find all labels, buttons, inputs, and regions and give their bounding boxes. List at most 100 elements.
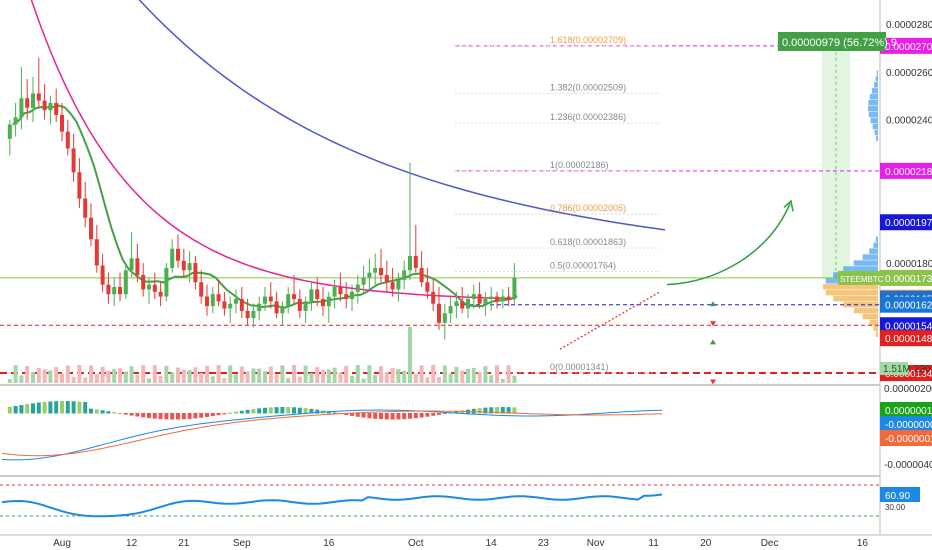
volume-bar xyxy=(36,367,41,383)
volume-profile-bar xyxy=(875,236,878,242)
volume-bar xyxy=(355,365,360,383)
candle-body xyxy=(112,287,117,295)
candle-body xyxy=(83,198,88,218)
macd-histogram-bar xyxy=(402,413,407,420)
macd-histogram-bar xyxy=(390,413,395,420)
volume-bar xyxy=(83,377,88,383)
macd-histogram-bar xyxy=(286,407,291,414)
macd-histogram-bar xyxy=(13,406,18,414)
ma-magenta-line xyxy=(30,0,515,300)
time-tick-label: 20 xyxy=(700,538,712,549)
macd-histogram-bar xyxy=(303,408,308,414)
macd-histogram-bar xyxy=(384,413,389,420)
price-tag-bg xyxy=(880,296,932,313)
volume-profile-bar xyxy=(853,260,878,266)
volume-bar xyxy=(460,370,465,383)
volume-bar xyxy=(222,378,227,383)
candle-body xyxy=(106,284,111,295)
volume-bar xyxy=(315,367,320,383)
price-tag: 0.00001486 xyxy=(885,334,932,345)
candle-body xyxy=(442,313,447,323)
candle-body xyxy=(123,270,128,295)
macd-histogram-bar xyxy=(425,413,430,417)
candle-body xyxy=(408,255,412,271)
fib-label: 1.618(0.00002709) xyxy=(550,35,626,45)
volume-bar xyxy=(274,374,279,383)
candle-body xyxy=(31,93,35,108)
macd-histogram-bar xyxy=(158,413,163,420)
candle-body xyxy=(321,298,325,307)
volume-bar xyxy=(147,378,151,383)
candle-body xyxy=(158,291,163,297)
price-tag-bg xyxy=(880,330,932,347)
volume-profile-bar xyxy=(833,295,878,302)
candle-body xyxy=(199,282,204,297)
volume-profile-bar xyxy=(825,290,878,296)
price-tag: 0.00001971 xyxy=(885,218,932,229)
volume-bar xyxy=(280,365,285,383)
candle-body xyxy=(384,275,389,283)
candle-body xyxy=(483,298,488,304)
candle-body xyxy=(390,282,395,290)
rsi-tag-label: 60.90 xyxy=(885,491,910,502)
macd-pane[interactable] xyxy=(1,401,663,461)
macd-histogram-bar xyxy=(187,413,192,419)
macd-histogram-bar xyxy=(495,407,499,414)
time-tick-label: Dec xyxy=(761,538,779,549)
volume-profile-bar xyxy=(875,76,878,82)
volume-bar xyxy=(268,366,273,383)
rsi-pane[interactable] xyxy=(0,484,880,518)
price-pane[interactable]: 1.618(0.00002709) 1.382(0.00002509) 1.236(… xyxy=(0,0,880,385)
volume-bar xyxy=(379,366,383,383)
candle-body xyxy=(471,294,476,299)
volume-bar xyxy=(437,377,441,383)
volume-bar xyxy=(152,365,157,383)
candle-body xyxy=(512,277,517,299)
volume-profile-bar xyxy=(869,248,878,254)
macd-histogram-bar xyxy=(31,403,35,414)
candle-body xyxy=(65,131,70,149)
projection-label-bg xyxy=(778,32,886,51)
macd-histogram-bar xyxy=(123,413,128,415)
candle-body xyxy=(274,301,279,314)
projection-arrow-head xyxy=(783,199,794,212)
candle-body xyxy=(263,296,267,304)
volume-profile-bar xyxy=(868,111,878,118)
time-axis[interactable]: Aug 12 21 Sep 16 Oct 14 23 Nov 11 20 Dec 16 xyxy=(53,538,868,549)
candle-body xyxy=(413,255,418,268)
macd-histogram-bar xyxy=(216,413,221,416)
volume-bar xyxy=(123,371,128,383)
price-tag-bg xyxy=(880,37,932,54)
volume-profile-bar xyxy=(823,284,878,290)
volume-profile-bar xyxy=(871,88,878,94)
volume-bar xyxy=(321,370,325,383)
candle-body xyxy=(13,117,18,125)
candle-body xyxy=(129,258,134,271)
volume-bar xyxy=(228,365,233,383)
price-tag-bg xyxy=(880,162,932,179)
volume-bar xyxy=(77,365,82,383)
price-tag: 0.00002186 xyxy=(885,167,932,178)
volume-bar xyxy=(199,372,204,383)
macd-histogram-bar xyxy=(60,401,64,414)
candle-body xyxy=(437,303,441,323)
candle-body xyxy=(141,275,146,290)
macd-histogram-bar xyxy=(454,411,459,414)
volume-tag-label: 1.51M xyxy=(883,364,911,375)
down-signal-marker xyxy=(710,379,716,385)
price-tag: 0.00001340 xyxy=(885,369,932,380)
macd-histogram-bar xyxy=(297,407,302,414)
volume-pane xyxy=(7,326,517,383)
volume-bar xyxy=(448,373,453,383)
macd-histogram-bar xyxy=(112,412,117,414)
volume-profile-bar xyxy=(874,129,878,136)
candle-body xyxy=(181,260,186,271)
candle-body xyxy=(338,287,343,295)
ma-blue-line xyxy=(138,0,666,231)
volume-profile-bar xyxy=(876,70,878,76)
fib-label: 1.382(0.00002509) xyxy=(550,83,626,93)
rsi-sub-label: 30.00 xyxy=(885,503,906,512)
candle-body xyxy=(42,100,47,111)
candle-body xyxy=(477,294,482,304)
